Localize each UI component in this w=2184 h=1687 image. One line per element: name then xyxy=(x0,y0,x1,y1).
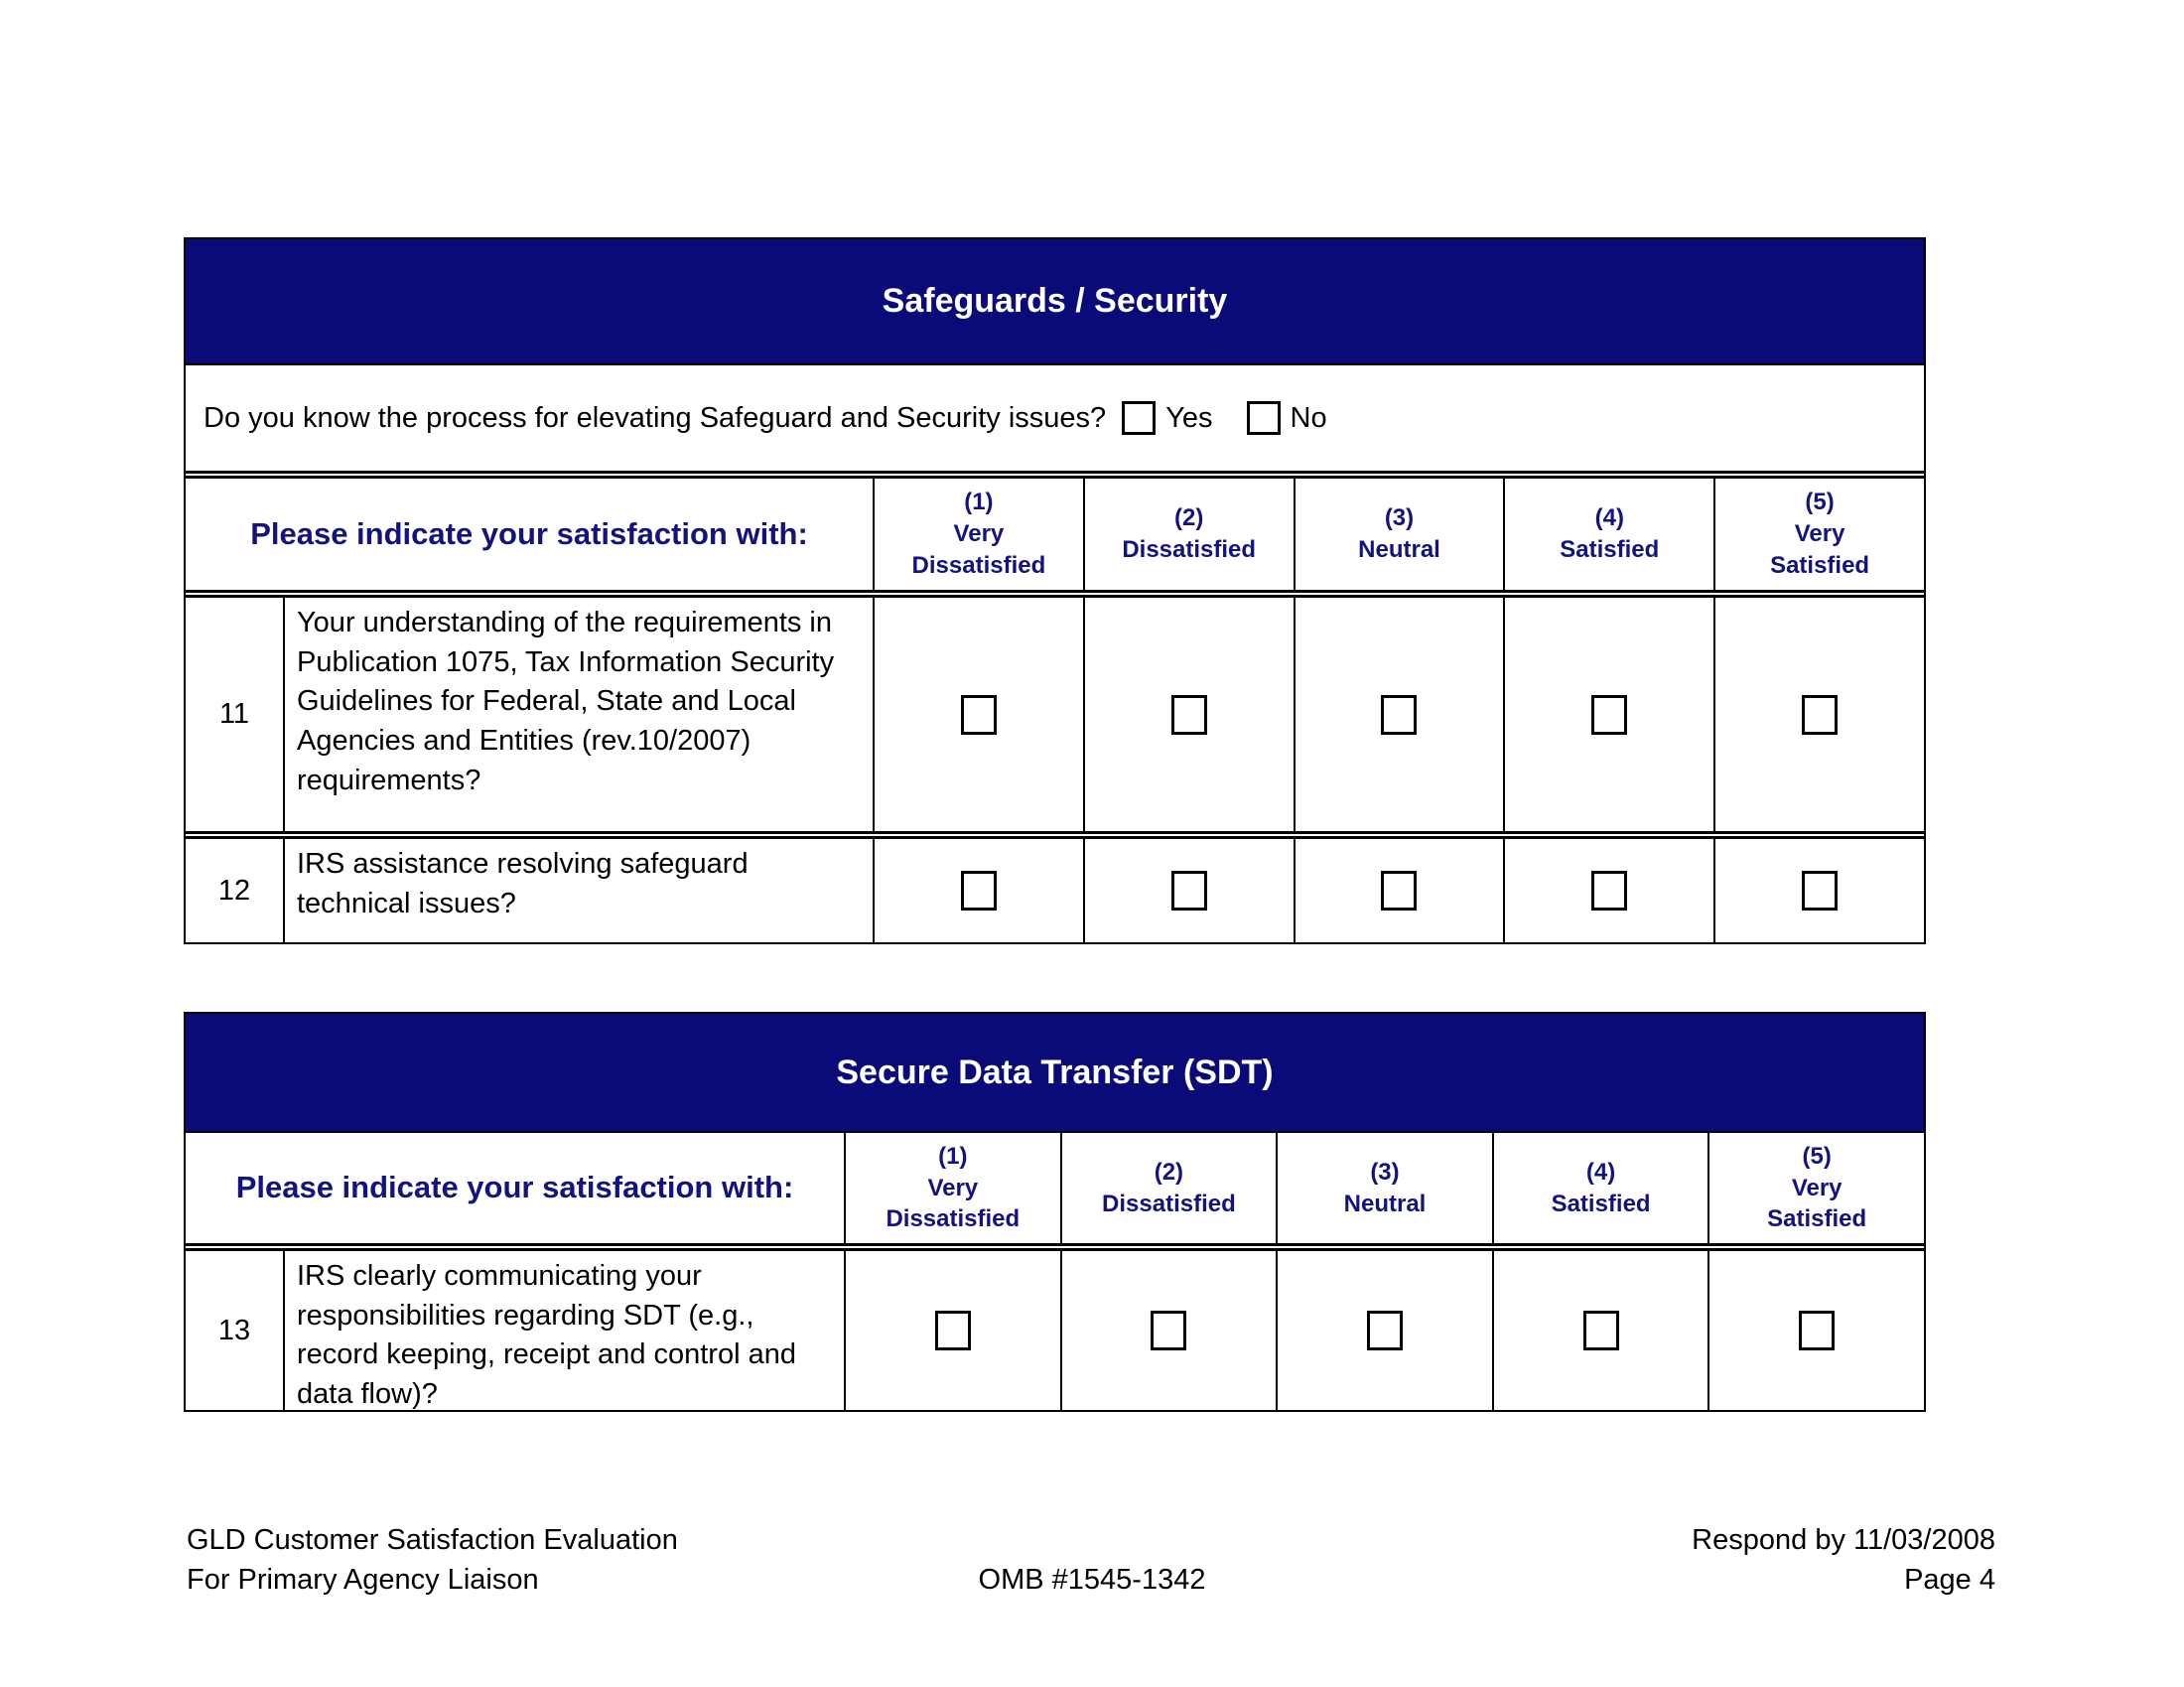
section-banner-safeguards: Safeguards / Security xyxy=(186,239,1924,365)
rating-header-neutral: (3) Neutral xyxy=(1293,479,1504,590)
rating-cell-q11-r3[interactable] xyxy=(1293,598,1504,831)
question-text: IRS clearly communicating your responsib… xyxy=(297,1260,796,1411)
checkbox-q13-r4[interactable] xyxy=(1582,1311,1619,1350)
rating-header-satisfied: (4) Satisfied xyxy=(1491,1133,1708,1243)
rating-cell-q12-r2[interactable] xyxy=(1082,839,1294,942)
rating-cell-q12-r4[interactable] xyxy=(1503,839,1713,942)
checkbox-no[interactable] xyxy=(1246,401,1281,435)
yes-no-question-text: Do you know the process for elevating Sa… xyxy=(204,401,1107,434)
checkbox-q12-r2[interactable] xyxy=(1170,871,1207,911)
rating-cell-q13-r4[interactable] xyxy=(1491,1251,1708,1410)
rating-header-very-satisfied: (5) Very Satisfied xyxy=(1713,479,1924,590)
rating-cell-q11-r2[interactable] xyxy=(1082,598,1294,831)
footer-left: GLD Customer Satisfaction Evaluation For… xyxy=(187,1520,678,1600)
footer-respond-by: Respond by 11/03/2008 xyxy=(1692,1524,1995,1556)
checkbox-q11-r2[interactable] xyxy=(1170,694,1207,735)
no-label: No xyxy=(1290,401,1327,434)
section-title: Secure Data Transfer (SDT) xyxy=(836,1053,1274,1091)
table-row: 13 IRS clearly communicating your respon… xyxy=(186,1251,1924,1410)
footer-survey-audience: For Primary Agency Liaison xyxy=(187,1564,539,1596)
satisfaction-prompt: Please indicate your satisfaction with: xyxy=(235,1170,794,1205)
checkbox-q11-r3[interactable] xyxy=(1381,694,1418,735)
footer-survey-name: GLD Customer Satisfaction Evaluation xyxy=(187,1524,678,1556)
rating-cell-q12-r5[interactable] xyxy=(1713,839,1924,942)
rating-cell-q12-r1[interactable] xyxy=(873,839,1083,942)
rating-header-very-dissatisfied: (1) Very Dissatisfied xyxy=(873,479,1083,590)
question-number: 11 xyxy=(186,598,285,831)
rating-header-row: Please indicate your satisfaction with: … xyxy=(186,1133,1924,1251)
checkbox-yes[interactable] xyxy=(1122,401,1157,435)
rating-cell-q13-r2[interactable] xyxy=(1059,1251,1277,1410)
question-text: IRS assistance resolving safeguard techn… xyxy=(297,848,749,919)
page-footer: GLD Customer Satisfaction Evaluation For… xyxy=(0,1520,2184,1610)
checkbox-q12-r1[interactable] xyxy=(960,871,997,911)
footer-right: Respond by 11/03/2008 Page 4 xyxy=(1692,1520,1995,1600)
section-title: Safeguards / Security xyxy=(882,282,1228,320)
checkbox-q13-r2[interactable] xyxy=(1151,1311,1187,1350)
rating-header-dissatisfied: (2) Dissatisfied xyxy=(1082,479,1294,590)
checkbox-q13-r1[interactable] xyxy=(934,1311,971,1350)
yes-label: Yes xyxy=(1165,401,1213,434)
satisfaction-prompt: Please indicate your satisfaction with: xyxy=(250,515,808,551)
checkbox-q13-r3[interactable] xyxy=(1366,1311,1403,1350)
checkbox-q12-r3[interactable] xyxy=(1381,871,1418,911)
table-row: 12 IRS assistance resolving safeguard te… xyxy=(186,839,1924,942)
rating-cell-q13-r3[interactable] xyxy=(1276,1251,1492,1410)
rating-header-dissatisfied: (2) Dissatisfied xyxy=(1059,1133,1277,1243)
question-number: 12 xyxy=(186,839,285,942)
rating-cell-q13-r1[interactable] xyxy=(844,1251,1060,1410)
rating-cell-q11-r4[interactable] xyxy=(1503,598,1713,831)
rating-cell-q11-r1[interactable] xyxy=(873,598,1083,831)
rating-cell-q12-r3[interactable] xyxy=(1293,839,1504,942)
yes-no-question-row: Do you know the process for elevating Sa… xyxy=(186,365,1924,479)
checkbox-q11-r1[interactable] xyxy=(960,694,997,735)
checkbox-q11-r5[interactable] xyxy=(1802,694,1839,735)
checkbox-q13-r5[interactable] xyxy=(1799,1311,1836,1350)
rating-header-satisfied: (4) Satisfied xyxy=(1503,479,1713,590)
safeguards-security-section: Safeguards / Security Do you know the pr… xyxy=(184,237,1926,944)
question-number: 13 xyxy=(186,1251,285,1410)
rating-cell-q13-r5[interactable] xyxy=(1707,1251,1924,1410)
rating-header-row: Please indicate your satisfaction with: … xyxy=(186,479,1924,598)
checkbox-q12-r5[interactable] xyxy=(1802,871,1839,911)
checkbox-q11-r4[interactable] xyxy=(1591,694,1628,735)
rating-header-neutral: (3) Neutral xyxy=(1276,1133,1492,1243)
footer-omb-number: OMB #1545-1342 xyxy=(978,1564,1206,1596)
section-banner-sdt: Secure Data Transfer (SDT) xyxy=(186,1014,1924,1133)
checkbox-q12-r4[interactable] xyxy=(1591,871,1628,911)
secure-data-transfer-section: Secure Data Transfer (SDT) Please indica… xyxy=(184,1012,1926,1412)
rating-header-very-dissatisfied: (1) Very Dissatisfied xyxy=(844,1133,1060,1243)
rating-header-very-satisfied: (5) Very Satisfied xyxy=(1707,1133,1924,1243)
footer-page-number: Page 4 xyxy=(1904,1564,1995,1596)
rating-cell-q11-r5[interactable] xyxy=(1713,598,1924,831)
question-text: Your understanding of the requirements i… xyxy=(297,607,835,796)
table-row: 11 Your understanding of the requirement… xyxy=(186,598,1924,839)
